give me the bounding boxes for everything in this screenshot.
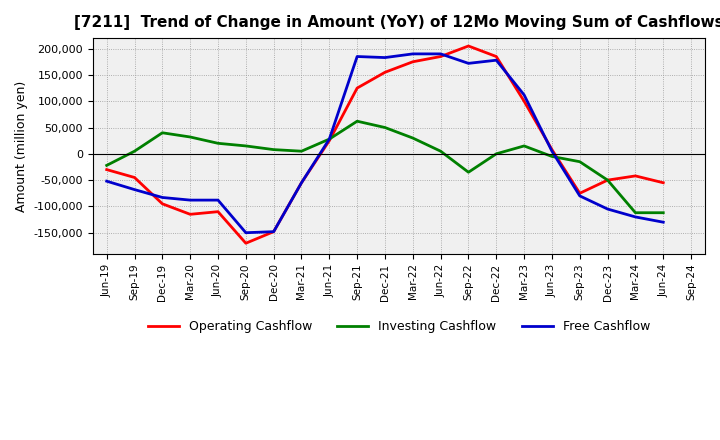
Investing Cashflow (492, 151, 500, 157)
Operating Cashflow (214, 209, 222, 214)
Investing Cashflow (214, 141, 222, 146)
Operating Cashflow (436, 54, 445, 59)
Free Cashflow (436, 51, 445, 56)
Investing Cashflow (436, 149, 445, 154)
Free Cashflow (464, 61, 473, 66)
Investing Cashflow (241, 143, 250, 149)
Line: Investing Cashflow: Investing Cashflow (107, 121, 663, 213)
Investing Cashflow (631, 210, 640, 215)
Free Cashflow (631, 214, 640, 220)
Title: [7211]  Trend of Change in Amount (YoY) of 12Mo Moving Sum of Cashflows: [7211] Trend of Change in Amount (YoY) o… (74, 15, 720, 30)
Operating Cashflow (241, 241, 250, 246)
Free Cashflow (659, 220, 667, 225)
Operating Cashflow (520, 99, 528, 104)
Investing Cashflow (548, 154, 557, 159)
Investing Cashflow (269, 147, 278, 152)
Investing Cashflow (130, 149, 139, 154)
Free Cashflow (102, 179, 111, 184)
Investing Cashflow (102, 163, 111, 168)
Free Cashflow (158, 195, 166, 200)
Free Cashflow (241, 230, 250, 235)
Operating Cashflow (297, 180, 306, 185)
Operating Cashflow (158, 201, 166, 206)
Free Cashflow (548, 149, 557, 154)
Investing Cashflow (186, 134, 194, 139)
Free Cashflow (325, 136, 333, 142)
Investing Cashflow (158, 130, 166, 136)
Investing Cashflow (408, 136, 417, 141)
Operating Cashflow (603, 177, 612, 183)
Investing Cashflow (381, 125, 390, 130)
Free Cashflow (297, 180, 306, 185)
Operating Cashflow (130, 175, 139, 180)
Operating Cashflow (325, 138, 333, 143)
Legend: Operating Cashflow, Investing Cashflow, Free Cashflow: Operating Cashflow, Investing Cashflow, … (143, 315, 655, 338)
Operating Cashflow (492, 54, 500, 59)
Investing Cashflow (325, 136, 333, 142)
Free Cashflow (214, 198, 222, 203)
Operating Cashflow (659, 180, 667, 185)
Investing Cashflow (659, 210, 667, 215)
Free Cashflow (353, 54, 361, 59)
Operating Cashflow (102, 167, 111, 172)
Free Cashflow (186, 198, 194, 203)
Free Cashflow (408, 51, 417, 56)
Operating Cashflow (353, 85, 361, 91)
Investing Cashflow (520, 143, 528, 149)
Investing Cashflow (603, 177, 612, 183)
Operating Cashflow (408, 59, 417, 64)
Line: Operating Cashflow: Operating Cashflow (107, 46, 663, 243)
Free Cashflow (603, 206, 612, 212)
Free Cashflow (520, 92, 528, 98)
Free Cashflow (130, 187, 139, 192)
Investing Cashflow (464, 169, 473, 175)
Investing Cashflow (353, 118, 361, 124)
Line: Free Cashflow: Free Cashflow (107, 54, 663, 233)
Operating Cashflow (186, 212, 194, 217)
Free Cashflow (269, 229, 278, 235)
Y-axis label: Amount (million yen): Amount (million yen) (15, 81, 28, 212)
Operating Cashflow (381, 70, 390, 75)
Investing Cashflow (575, 159, 584, 165)
Investing Cashflow (297, 149, 306, 154)
Operating Cashflow (269, 229, 278, 235)
Free Cashflow (492, 58, 500, 63)
Operating Cashflow (575, 191, 584, 196)
Operating Cashflow (464, 44, 473, 49)
Free Cashflow (575, 193, 584, 198)
Operating Cashflow (631, 173, 640, 179)
Free Cashflow (381, 55, 390, 60)
Operating Cashflow (548, 147, 557, 152)
